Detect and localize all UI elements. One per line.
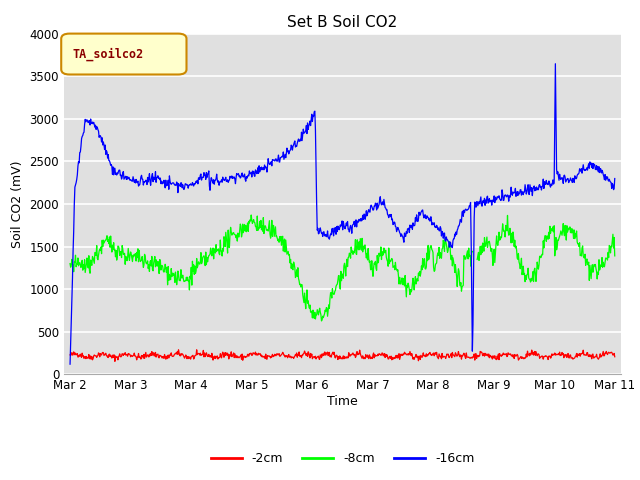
Title: Set B Soil CO2: Set B Soil CO2 [287,15,397,30]
Y-axis label: Soil CO2 (mV): Soil CO2 (mV) [11,160,24,248]
FancyBboxPatch shape [61,34,186,74]
Legend: -2cm, -8cm, -16cm: -2cm, -8cm, -16cm [205,447,479,470]
Text: TA_soilco2: TA_soilco2 [72,48,143,61]
X-axis label: Time: Time [327,395,358,408]
